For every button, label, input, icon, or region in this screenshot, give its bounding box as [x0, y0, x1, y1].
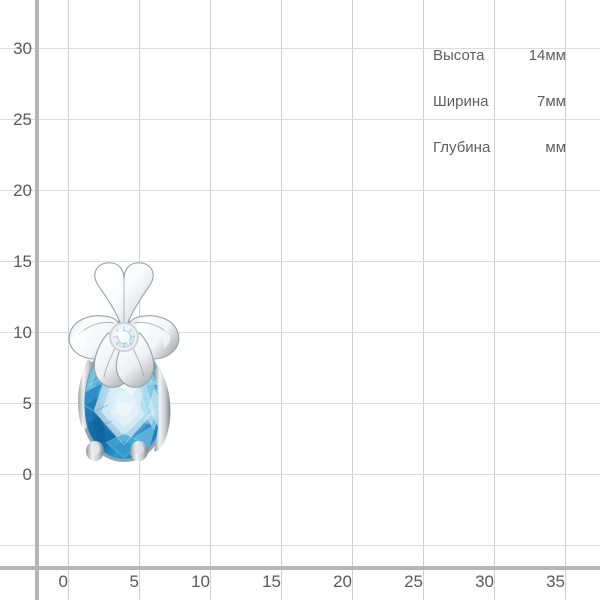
- gridline-vertical: [494, 0, 495, 600]
- spec-label-depth: Глубина: [433, 139, 491, 156]
- y-tick-label: 10: [13, 323, 32, 342]
- gridline-horizontal: [0, 190, 600, 191]
- gridline-vertical: [352, 0, 353, 600]
- gridline-vertical: [281, 0, 282, 600]
- spec-value-height: 14мм: [528, 47, 566, 64]
- gridline-horizontal: [0, 403, 600, 404]
- spec-label-width: Ширина: [433, 93, 489, 110]
- gridline-horizontal: [0, 545, 600, 546]
- y-tick-label: 30: [13, 39, 32, 58]
- gridline-horizontal: [0, 474, 600, 475]
- x-tick-label: 30: [475, 572, 494, 591]
- product-image-flower-pendant: [62, 255, 186, 485]
- flower-head: [68, 262, 180, 388]
- gridline-horizontal: [0, 119, 600, 120]
- gridline-vertical: [565, 0, 566, 600]
- gridline-vertical: [210, 0, 211, 600]
- spec-value-depth: мм: [545, 139, 566, 156]
- y-tick-label: 15: [13, 252, 32, 271]
- spec-row-width: Ширина 7мм: [433, 93, 566, 110]
- y-tick-label: 25: [13, 110, 32, 129]
- x-tick-label: 25: [404, 572, 423, 591]
- gridline-horizontal: [0, 48, 600, 49]
- x-tick-label: 35: [546, 572, 565, 591]
- y-tick-label: 0: [22, 465, 32, 484]
- gridline-horizontal: [0, 261, 600, 262]
- spec-row-height: Высота 14мм: [433, 47, 566, 64]
- y-tick-label: 5: [22, 394, 32, 413]
- x-axis-line: [0, 566, 600, 570]
- x-tick-label: 0: [58, 572, 68, 591]
- spec-row-depth: Глубина мм: [433, 139, 566, 156]
- gridline-vertical: [423, 0, 424, 600]
- spec-label-height: Высота: [433, 47, 485, 64]
- gridline-vertical: [68, 0, 69, 600]
- x-tick-label: 20: [333, 572, 352, 591]
- spec-value-width: 7мм: [537, 93, 566, 110]
- x-tick-label: 5: [129, 572, 139, 591]
- y-axis-line: [35, 0, 39, 600]
- x-tick-label: 10: [191, 572, 210, 591]
- x-tick-label: 15: [262, 572, 281, 591]
- y-tick-label: 20: [13, 181, 32, 200]
- center-diamond: [113, 326, 135, 348]
- gridline-horizontal: [0, 332, 600, 333]
- gem-prongs: [78, 359, 171, 461]
